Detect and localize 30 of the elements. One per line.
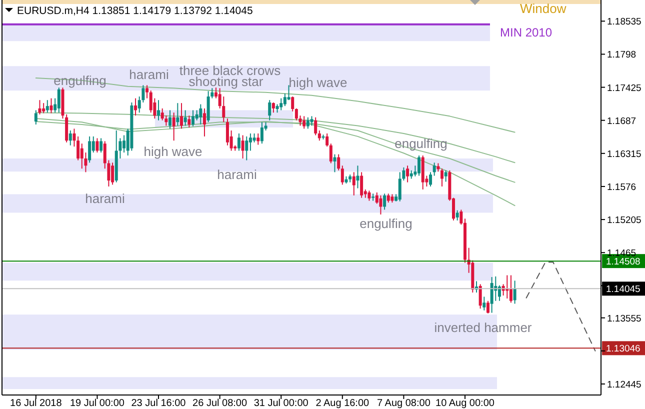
y-tick-label: 1.15205 <box>607 215 642 226</box>
y-tick-label: 1.17425 <box>607 82 642 94</box>
y-tick-label: 1.16315 <box>607 148 642 160</box>
annotation: harami <box>217 167 257 182</box>
x-tick-label: 16 Jul 2018 <box>10 398 62 409</box>
x-tick-label: 26 Jul 08:00 <box>192 398 248 409</box>
x-tick-label: 23 Jul 16:00 <box>131 398 186 409</box>
annotation: high wave <box>144 144 202 159</box>
x-tick-label: 7 Aug 08:00 <box>377 398 431 409</box>
x-tick-label: 31 Jul 00:00 <box>254 398 309 409</box>
annotation: Window <box>520 1 567 16</box>
ref-line-label: 1.14045 <box>606 284 640 296</box>
ref-line-label: 1.14508 <box>606 256 640 268</box>
y-tick-label: 1.1576 <box>607 182 636 193</box>
annotation: high wave <box>288 75 348 90</box>
y-tick-label: 1.1798 <box>607 50 636 61</box>
x-tick-label: 10 Aug 00:00 <box>436 398 495 409</box>
ref-line-label: 1.13046 <box>606 344 640 355</box>
y-tick-label: 1.18535 <box>607 16 642 28</box>
annotation: engulfing <box>360 216 412 231</box>
text: EURUSD.m,H4 1.13851 1.14179 1.13792 1.14045 <box>17 5 253 17</box>
x-tick-label: 19 Jul 00:00 <box>70 398 125 409</box>
x-tick-label: 2 Aug 16:00 <box>316 398 370 409</box>
y-tick-label: 1.1687 <box>607 116 636 127</box>
y-tick-label: 1.12445 <box>607 379 642 390</box>
ref-line-label: MIN 2010 <box>500 25 552 40</box>
annotation: inverted hammer <box>434 320 532 335</box>
annotation: harami <box>129 67 169 82</box>
annotation: harami <box>85 191 125 206</box>
y-tick-label: 1.13555 <box>607 313 642 324</box>
